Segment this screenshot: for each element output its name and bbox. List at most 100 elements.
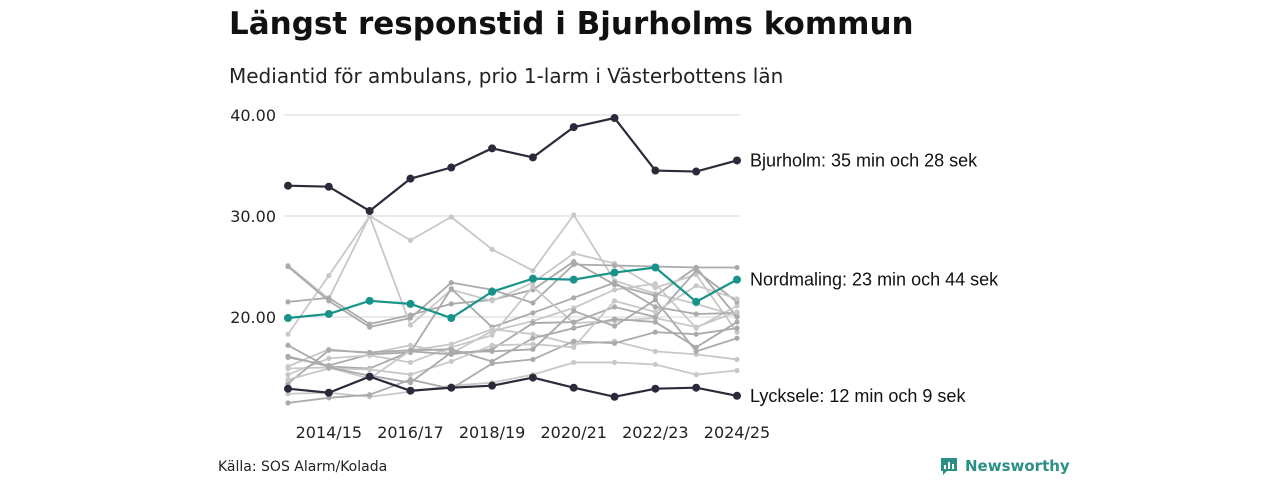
series-path bbox=[287, 260, 738, 326]
data-point bbox=[284, 314, 292, 323]
data-point bbox=[448, 341, 454, 347]
background-series-line bbox=[285, 213, 740, 337]
data-point bbox=[652, 297, 658, 303]
background-series-line bbox=[285, 359, 740, 400]
data-point bbox=[693, 331, 699, 337]
x-tick-label: 2014/15 bbox=[296, 423, 362, 442]
data-point bbox=[611, 359, 618, 366]
data-point bbox=[569, 275, 578, 284]
data-point bbox=[610, 114, 619, 123]
data-point bbox=[734, 296, 740, 302]
data-point bbox=[407, 380, 414, 386]
data-point bbox=[651, 166, 660, 175]
data-point bbox=[651, 384, 660, 393]
data-point bbox=[652, 293, 658, 299]
series-path bbox=[287, 375, 738, 398]
data-point bbox=[611, 262, 618, 269]
data-point bbox=[652, 319, 658, 325]
data-point bbox=[447, 383, 456, 392]
data-point bbox=[734, 367, 740, 374]
data-point bbox=[406, 386, 415, 395]
chart-subtitle: Mediantid för ambulans, prio 1-larm i Vä… bbox=[229, 64, 784, 88]
data-point bbox=[489, 348, 495, 354]
data-point bbox=[693, 348, 699, 354]
data-point bbox=[448, 301, 454, 307]
series-path bbox=[287, 298, 738, 384]
series-path bbox=[287, 213, 738, 317]
data-point bbox=[611, 280, 618, 286]
series-labels: Bjurholm: 35 min och 28 sek Nordmaling: 2… bbox=[750, 150, 999, 405]
data-point bbox=[571, 359, 577, 366]
data-point bbox=[733, 156, 741, 165]
data-point bbox=[284, 181, 292, 190]
data-point bbox=[571, 212, 577, 218]
data-point bbox=[530, 284, 536, 290]
data-point bbox=[734, 303, 740, 309]
data-point bbox=[407, 347, 414, 353]
data-point bbox=[326, 364, 332, 371]
y-tick-labels: 20.00 30.00 40.00 bbox=[230, 106, 276, 327]
data-point bbox=[285, 299, 291, 305]
data-point bbox=[448, 358, 454, 365]
data-point bbox=[448, 286, 454, 292]
data-point bbox=[448, 214, 454, 220]
data-point bbox=[530, 310, 536, 316]
series-nordmaling bbox=[284, 263, 741, 323]
data-point bbox=[610, 392, 619, 401]
series-path bbox=[287, 266, 738, 320]
data-point bbox=[734, 325, 740, 331]
data-point bbox=[652, 361, 658, 368]
data-point bbox=[285, 365, 291, 372]
data-point bbox=[693, 267, 699, 274]
data-point bbox=[734, 329, 740, 335]
data-point bbox=[447, 314, 456, 323]
data-point bbox=[652, 304, 658, 310]
data-point bbox=[285, 331, 291, 337]
data-point bbox=[734, 335, 740, 341]
data-point bbox=[693, 311, 699, 317]
data-point bbox=[488, 144, 497, 153]
data-point bbox=[569, 383, 578, 392]
data-point bbox=[285, 263, 291, 270]
data-point bbox=[611, 298, 618, 304]
data-point bbox=[571, 319, 577, 325]
data-point bbox=[324, 182, 333, 191]
x-tick-label: 2022/23 bbox=[622, 423, 688, 442]
data-point bbox=[528, 373, 537, 382]
data-point bbox=[407, 322, 414, 328]
data-point bbox=[489, 326, 495, 332]
data-point bbox=[571, 344, 577, 350]
data-point bbox=[406, 174, 415, 183]
grid-lines bbox=[284, 114, 740, 318]
series-path bbox=[287, 116, 738, 213]
data-point bbox=[611, 287, 618, 293]
source-note: Källa: SOS Alarm/Kolada bbox=[218, 459, 388, 475]
data-point bbox=[652, 309, 658, 315]
x-tick-label: 2020/21 bbox=[540, 423, 606, 442]
data-point bbox=[530, 331, 536, 337]
data-point bbox=[284, 384, 292, 393]
background-series-line bbox=[285, 212, 740, 319]
data-point bbox=[611, 316, 618, 322]
newsworthy-logo[interactable]: Newsworthy bbox=[939, 456, 1070, 476]
newsworthy-logo-icon bbox=[941, 458, 957, 475]
y-tick-label: 30.00 bbox=[230, 207, 276, 226]
x-tick-label: 2018/19 bbox=[459, 423, 525, 442]
data-point bbox=[530, 341, 536, 347]
x-tick-label: 2024/25 bbox=[704, 423, 770, 442]
data-point bbox=[285, 342, 291, 348]
data-point bbox=[285, 371, 291, 378]
data-point bbox=[448, 280, 454, 286]
series-path bbox=[287, 285, 738, 376]
data-point bbox=[611, 323, 618, 329]
data-point bbox=[367, 392, 373, 398]
data-point bbox=[285, 377, 291, 383]
data-point bbox=[488, 381, 497, 390]
data-point bbox=[407, 359, 414, 366]
data-point bbox=[285, 400, 291, 406]
background-series bbox=[285, 212, 740, 406]
data-point bbox=[447, 163, 456, 172]
data-point bbox=[693, 371, 699, 378]
data-point bbox=[324, 309, 333, 318]
